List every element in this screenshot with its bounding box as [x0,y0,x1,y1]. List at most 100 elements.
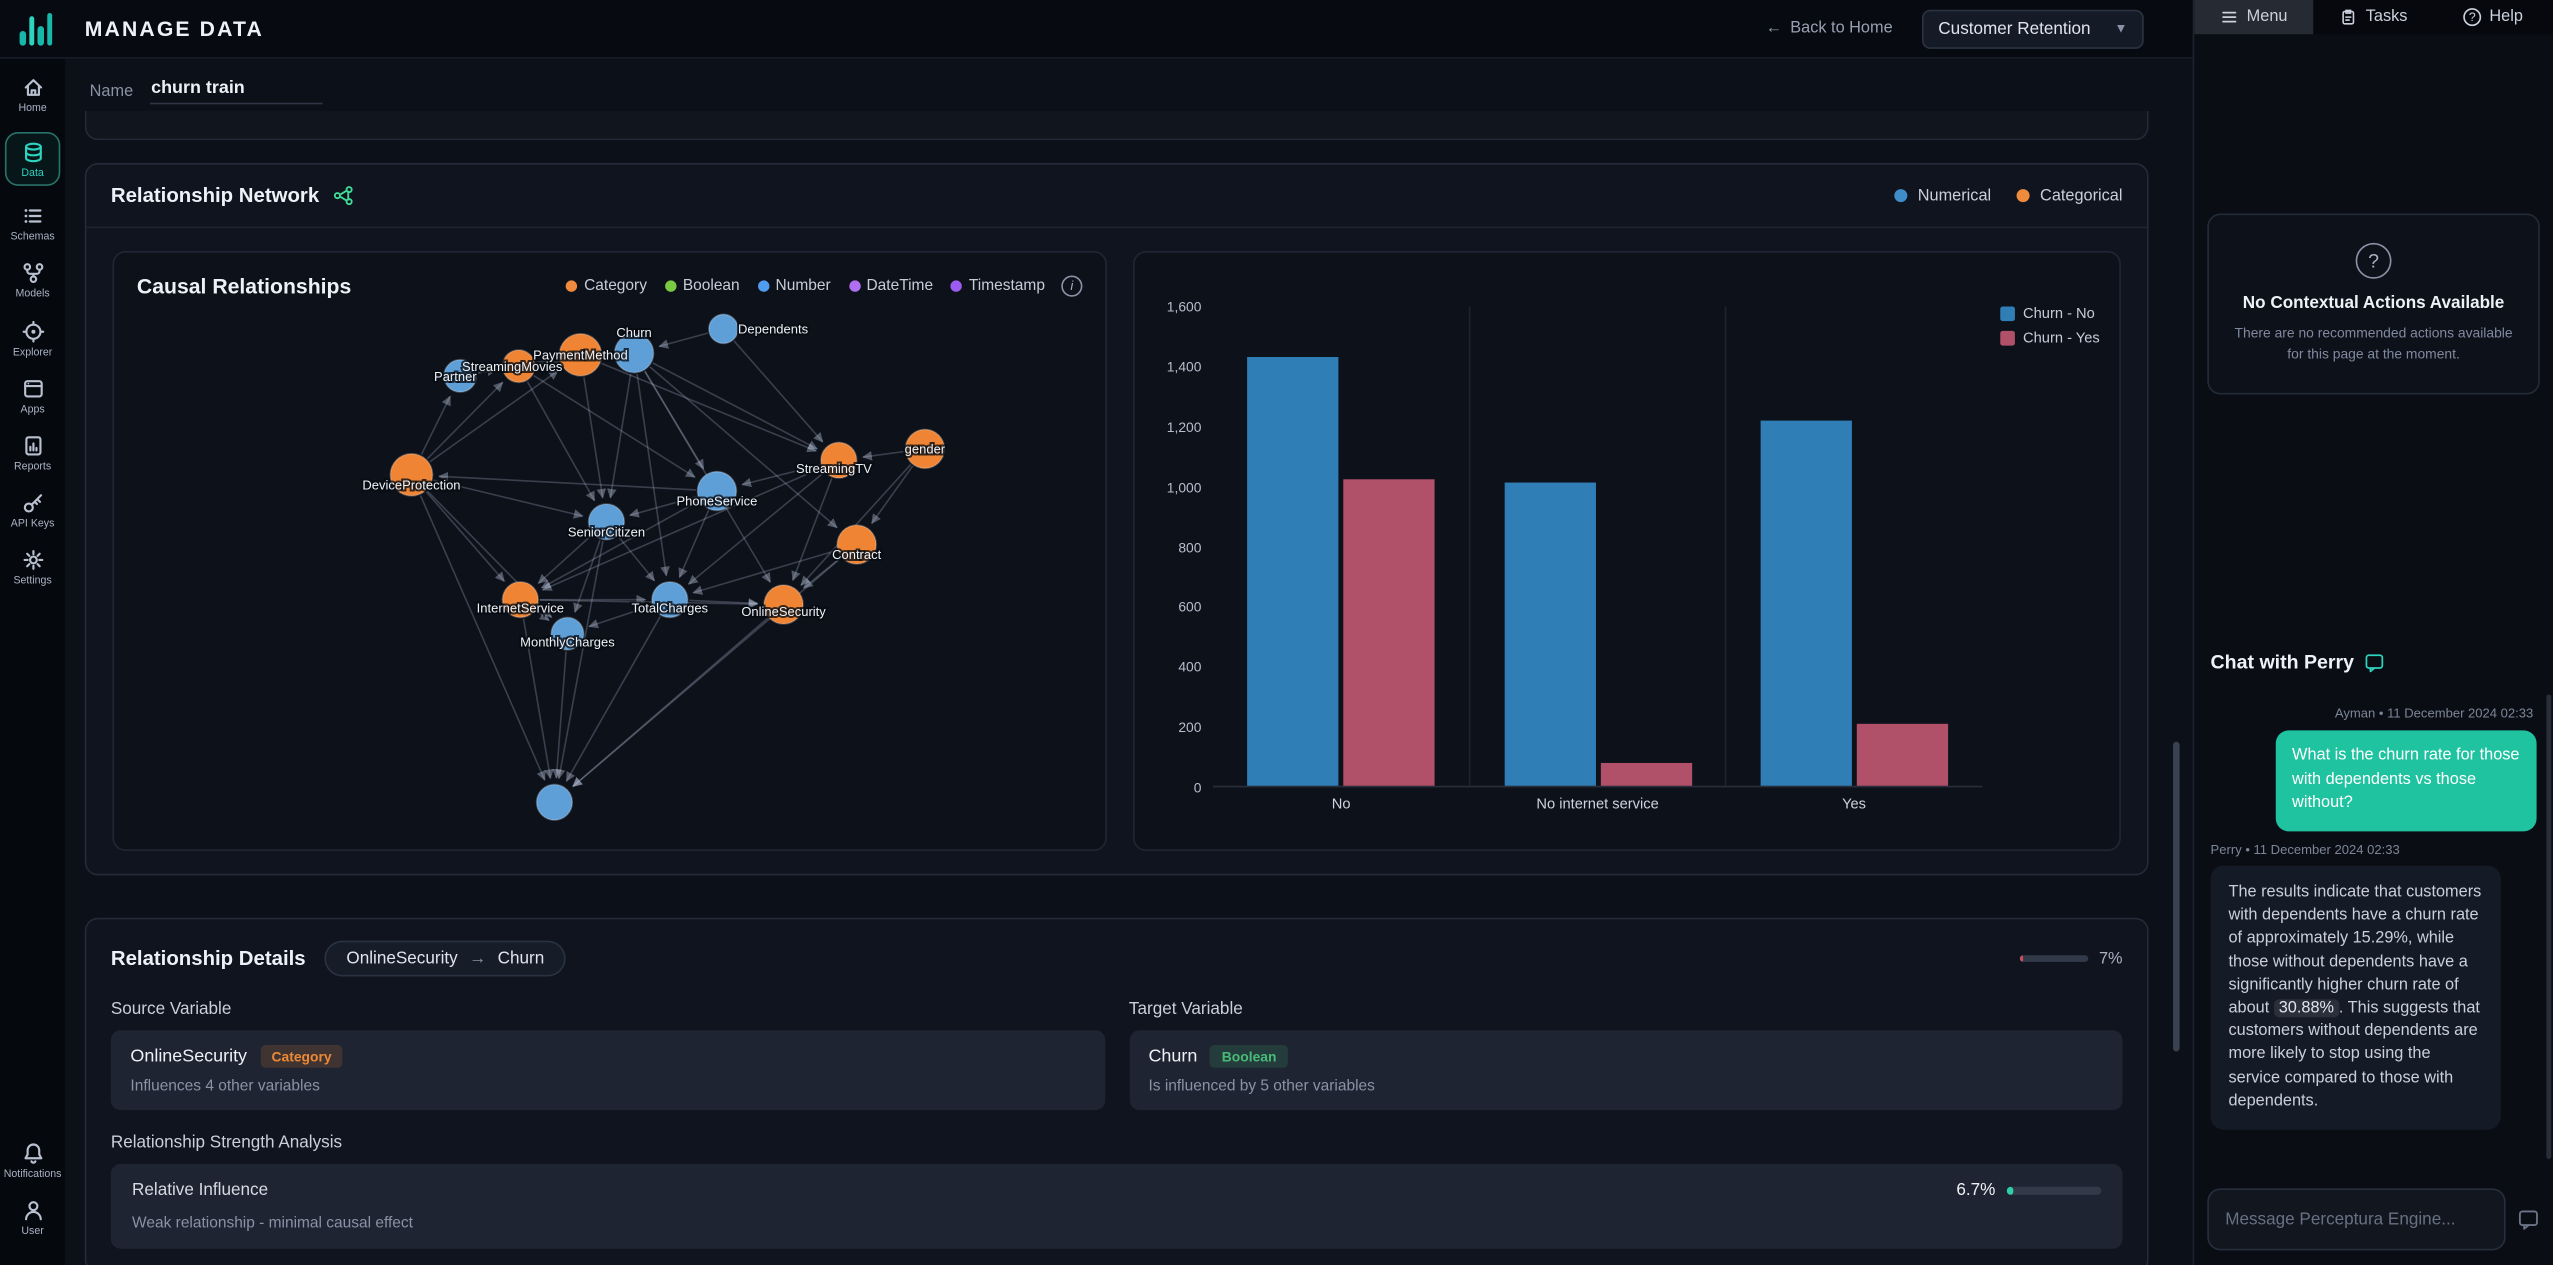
network-node-TotalCharges[interactable] [651,581,689,619]
assistant-message-bubble: The results indicate that customers with… [2210,865,2501,1130]
source-variable-col: Source Variable OnlineSecurity Category … [110,976,1105,1111]
legend-item-datetime: DateTime [848,277,933,295]
sidebar-item-reports[interactable]: Reports [2,433,64,473]
legend-item-timestamp: Timestamp [950,277,1045,295]
sidebar-item-apps[interactable]: Apps [2,376,64,415]
chart-legend: Churn - No Churn - Yes [2000,305,2100,346]
chat-message-input[interactable] [2207,1188,2506,1251]
project-selector[interactable]: Customer Retention ▼ [1922,8,2144,49]
no-actions-description: There are no recommended actions availab… [2234,324,2513,362]
y-tick-label: 800 [1178,538,1202,556]
legend-item-boolean: Boolean [664,277,740,295]
back-arrow-icon: ← [1765,19,1783,38]
sidebar-item-settings[interactable]: Settings [2,548,64,587]
truncated-panel [84,110,2149,141]
target-type-badge: Boolean [1210,1044,1288,1068]
strength-analysis-label: Relationship Strength Analysis [110,1132,343,1153]
causal-relationships-card: Causal Relationships Category Boolean Nu… [112,251,1107,851]
y-tick-label: 400 [1178,659,1202,676]
bar-group [1213,306,1468,786]
network-node-unlabeled[interactable] [535,783,574,821]
tab-menu[interactable]: Menu [2194,0,2314,35]
network-node-InternetService[interactable] [501,581,540,619]
info-icon[interactable]: i [1061,275,1083,297]
network-edge [572,617,769,788]
chat-send-icon[interactable] [2512,1203,2545,1236]
chat-input-row [2207,1188,2545,1251]
network-node-gender[interactable] [904,428,946,470]
network-node-Partner[interactable] [443,358,478,393]
main-scrollbar[interactable] [2173,741,2180,1052]
chat-heading-label: Chat with Perry [2210,650,2355,674]
network-edge [741,464,821,488]
network-node-label: StreamingTV [796,461,872,476]
sidebar-item-user[interactable]: User [2,1198,64,1237]
network-node-StreamingMovies[interactable] [501,349,536,384]
legend-item-categorical: Categorical [2017,187,2123,205]
network-edge [800,463,912,586]
target-variable-name: Churn [1148,1046,1198,1067]
relation-badge[interactable]: OnlineSecurity → Churn [325,940,566,977]
sidebar-item-label: API Keys [10,518,55,530]
network-node-SeniorCitizen[interactable] [587,503,626,541]
network-edge [658,332,708,349]
sidebar-item-explorer[interactable]: Explorer [2,319,64,358]
legend-swatch [2000,330,2015,345]
bar[interactable] [1246,357,1339,786]
sidebar-item-home[interactable]: Home [2,75,64,114]
schemas-list-icon [20,204,44,228]
network-edge [601,362,817,453]
network-node-MonthlyCharges[interactable] [550,616,585,651]
network-edge [420,395,451,455]
network-edge [803,557,841,589]
name-label: Name [89,83,134,102]
network-node-PhoneService[interactable] [696,470,738,512]
churn-bar-chart-card: Churn - No Churn - Yes 1,600 1,400 1,200 1,0… [1132,251,2121,851]
sidebar-item-label: Apps [20,403,45,416]
question-icon: ? [2463,8,2482,27]
chat-scrollbar[interactable] [2546,694,2552,1160]
network-edge [692,549,837,595]
network-node-PaymentMethod[interactable] [558,332,603,377]
dataset-name-input[interactable] [149,78,323,105]
no-actions-title: No Contextual Actions Available [2242,293,2505,313]
bar[interactable] [1503,483,1596,786]
bar[interactable] [1857,724,1949,786]
sidebar-item-api-keys[interactable]: API Keys [2,491,64,530]
back-to-home-link[interactable]: ← Back to Home [1766,20,1893,38]
network-node-Contract[interactable] [836,524,877,565]
network-node-OnlineSecurity[interactable] [763,584,804,625]
bar[interactable] [1760,420,1853,786]
project-selector-value: Customer Retention [1938,18,2091,39]
causal-network-svg: Churn Dependents PaymentMethodStreamingMov… [360,313,948,821]
tab-tasks[interactable]: Tasks [2314,0,2434,34]
sidebar-item-notifications[interactable]: Notifications [2,1141,64,1180]
bar[interactable] [1343,478,1435,786]
network-node-DeviceProtection[interactable] [389,452,434,497]
network-node-StreamingTV[interactable] [820,441,858,479]
sidebar-item-label: Reports [14,461,52,473]
network-edge [652,362,818,450]
tab-help[interactable]: ? Help [2433,0,2553,34]
bar-group [1468,306,1725,786]
chart-legend-item: Churn - No [2000,305,2099,321]
legend-dot [1894,189,1908,203]
sidebar-item-schemas[interactable]: Schemas [2,204,64,243]
gear-icon [20,548,44,572]
header-progress: 7% [2019,950,2123,968]
causal-title: Causal Relationships [136,273,352,299]
hamburger-icon [2221,8,2239,26]
bell-icon [20,1141,44,1165]
network-node-Churn[interactable] [613,332,655,374]
network-edge [629,495,697,518]
bar[interactable] [1600,763,1692,786]
assistant-message-highlight: 30.88% [2273,999,2339,1018]
chat-heading: Chat with Perry [2211,650,2385,673]
relation-target: Churn [497,948,545,969]
network-node-Dependents[interactable] [707,313,739,345]
dataset-name-bar: Name [85,59,2149,111]
bar-group [1725,306,1982,786]
sidebar-item-data[interactable]: Data [4,132,61,187]
sidebar-item-models[interactable]: Models [2,262,64,301]
